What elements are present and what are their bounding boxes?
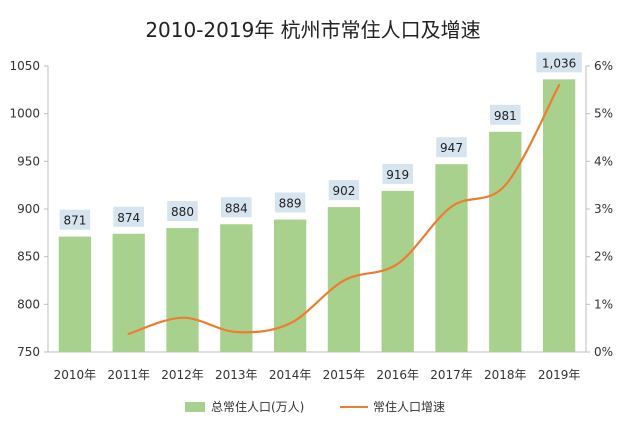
right-tick-label: 6% bbox=[594, 59, 613, 73]
data-label-box bbox=[221, 197, 252, 218]
left-tick-label: 750 bbox=[17, 345, 40, 359]
bar bbox=[273, 219, 307, 352]
left-tick-label: 1000 bbox=[9, 107, 40, 121]
legend-bar-label: 总常住人口(万人) bbox=[211, 400, 304, 414]
right-tick-label: 4% bbox=[594, 154, 613, 168]
bar bbox=[489, 131, 522, 352]
left-tick-label: 900 bbox=[17, 202, 40, 216]
data-label: 880 bbox=[171, 205, 194, 219]
data-label: 902 bbox=[332, 184, 355, 198]
x-tick-label: 2011年 bbox=[107, 368, 150, 382]
data-label: 919 bbox=[386, 168, 409, 182]
chart-title: 2010-2019年 杭州市常住人口及增速 bbox=[145, 18, 480, 42]
chart-legend: 总常住人口(万人) 常住人口增速 bbox=[185, 400, 445, 414]
data-label-box bbox=[490, 104, 521, 125]
bar bbox=[381, 190, 414, 352]
x-tick-label: 2014年 bbox=[269, 368, 312, 382]
data-label-box bbox=[113, 206, 144, 227]
data-label-box bbox=[328, 180, 360, 201]
x-tick-label: 2019年 bbox=[538, 368, 581, 382]
data-label-box bbox=[167, 201, 198, 222]
data-label-box bbox=[436, 137, 467, 158]
data-label: 871 bbox=[63, 214, 86, 228]
x-tick-label: 2018年 bbox=[484, 368, 527, 382]
x-tick-label: 2017年 bbox=[430, 368, 473, 382]
data-label: 889 bbox=[279, 196, 302, 210]
right-tick-label: 3% bbox=[594, 202, 613, 216]
legend-bar-swatch bbox=[185, 402, 205, 412]
legend-line-label: 常住人口增速 bbox=[373, 400, 445, 414]
data-label-box bbox=[59, 209, 91, 230]
bar bbox=[435, 164, 468, 352]
left-tick-label: 950 bbox=[17, 154, 40, 168]
data-label-box bbox=[382, 163, 413, 184]
data-label-box bbox=[536, 52, 582, 73]
left-tick-label: 800 bbox=[17, 297, 40, 311]
x-tick-label: 2010年 bbox=[54, 368, 97, 382]
bar bbox=[112, 233, 145, 352]
x-tick-label: 2012年 bbox=[161, 368, 204, 382]
right-tick-label: 2% bbox=[594, 250, 613, 264]
left-tick-label: 1050 bbox=[9, 59, 40, 73]
right-tick-label: 0% bbox=[594, 345, 613, 359]
plot-area: 750 800 850 900 950 1000 1050 0% 1% 2% 3% 4% 5% 6% 201… bbox=[9, 52, 613, 382]
growth-rate-line bbox=[127, 83, 561, 335]
data-label-box bbox=[274, 192, 306, 213]
data-label: 874 bbox=[117, 211, 140, 225]
x-tick-label: 2016年 bbox=[376, 368, 419, 382]
bar bbox=[542, 79, 576, 352]
data-label: 947 bbox=[440, 141, 463, 155]
right-tick-label: 1% bbox=[594, 297, 613, 311]
data-label: 981 bbox=[494, 109, 517, 123]
data-label: 1,036 bbox=[542, 56, 576, 70]
x-tick-label: 2013年 bbox=[215, 368, 258, 382]
bar bbox=[58, 236, 92, 352]
right-tick-label: 5% bbox=[594, 107, 613, 121]
left-tick-label: 850 bbox=[17, 250, 40, 264]
x-tick-label: 2015年 bbox=[323, 368, 366, 382]
data-label: 884 bbox=[225, 201, 248, 215]
bar bbox=[166, 228, 199, 352]
